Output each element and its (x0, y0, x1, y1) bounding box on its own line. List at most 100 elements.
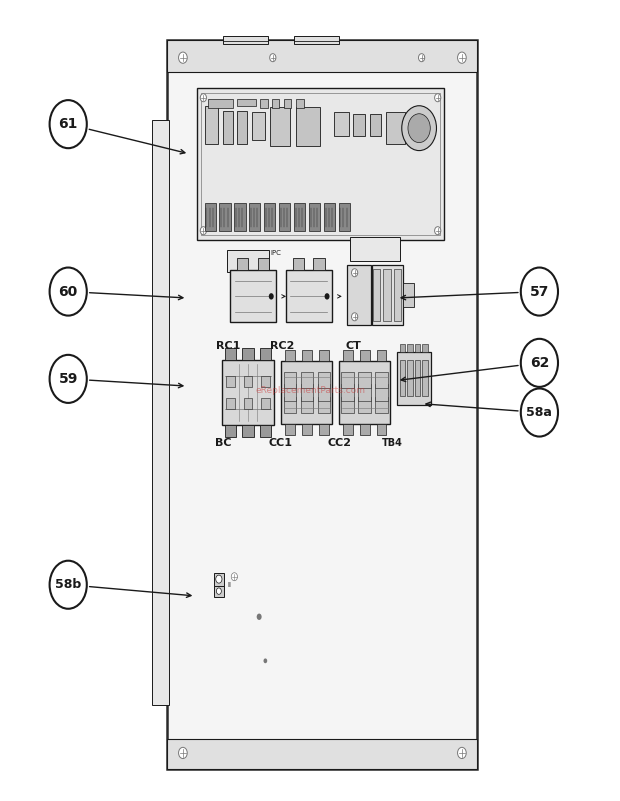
Text: RC1: RC1 (216, 341, 241, 351)
Bar (358, 384, 371, 400)
Bar (317, 397, 330, 413)
Bar (244, 397, 252, 409)
Bar (353, 114, 365, 136)
Bar (407, 344, 413, 352)
Bar (415, 344, 420, 352)
Text: II: II (228, 582, 231, 588)
Circle shape (458, 52, 466, 63)
Bar (400, 360, 405, 396)
Bar (167, 40, 477, 769)
Circle shape (50, 100, 87, 148)
Bar (264, 203, 275, 231)
Bar (370, 114, 381, 136)
Circle shape (521, 339, 558, 387)
Bar (319, 350, 329, 361)
Bar (208, 99, 233, 108)
Bar (284, 372, 296, 388)
Circle shape (352, 312, 358, 320)
Bar (375, 397, 388, 413)
Circle shape (257, 614, 262, 620)
Text: 58a: 58a (526, 406, 552, 419)
Bar (201, 93, 440, 235)
Text: 57: 57 (529, 284, 549, 299)
Bar (296, 107, 320, 146)
Bar (301, 372, 313, 388)
Bar (358, 397, 371, 413)
Bar (227, 250, 269, 272)
Bar (258, 257, 269, 270)
Bar (205, 106, 218, 144)
Bar (167, 739, 477, 769)
Bar (324, 203, 335, 231)
Circle shape (402, 106, 436, 151)
Bar (347, 264, 371, 324)
Circle shape (231, 573, 237, 581)
Text: 61: 61 (58, 117, 78, 131)
Bar (285, 270, 332, 322)
Circle shape (458, 747, 466, 759)
Bar (214, 586, 224, 597)
Bar (284, 397, 296, 413)
Bar (400, 344, 405, 352)
Bar (237, 111, 247, 144)
Bar (302, 424, 312, 435)
Bar (223, 111, 233, 144)
Text: BC: BC (215, 438, 231, 448)
Circle shape (50, 268, 87, 316)
Bar (285, 424, 295, 435)
Bar (403, 283, 414, 307)
Bar (301, 397, 313, 413)
Bar (342, 384, 354, 400)
Bar (249, 203, 260, 231)
Bar (225, 348, 236, 360)
Circle shape (270, 54, 276, 62)
Bar (244, 376, 252, 388)
Circle shape (521, 388, 558, 437)
Circle shape (521, 268, 558, 316)
Bar (223, 36, 268, 44)
Bar (272, 99, 279, 108)
Bar (222, 360, 275, 425)
Bar (350, 236, 400, 260)
Bar (296, 99, 304, 108)
Bar (260, 425, 271, 437)
Bar (343, 424, 353, 435)
Circle shape (264, 658, 267, 663)
Circle shape (179, 52, 187, 63)
Circle shape (408, 114, 430, 143)
Bar (260, 99, 268, 108)
Circle shape (200, 94, 206, 102)
Text: CT: CT (345, 341, 361, 351)
Circle shape (50, 355, 87, 403)
Text: 62: 62 (529, 356, 549, 370)
Bar (167, 40, 477, 72)
Text: IPC: IPC (271, 250, 281, 256)
Circle shape (179, 747, 187, 759)
Bar (360, 350, 370, 361)
Bar (301, 384, 313, 400)
Bar (309, 203, 320, 231)
Bar (386, 112, 405, 144)
Circle shape (269, 293, 274, 300)
Bar (293, 257, 304, 270)
Text: eReplacementParts.com: eReplacementParts.com (255, 386, 365, 396)
Bar (375, 372, 388, 388)
Bar (205, 203, 216, 231)
Bar (214, 573, 224, 586)
Bar (319, 424, 329, 435)
Bar (281, 361, 332, 424)
Bar (358, 372, 371, 388)
Bar (261, 397, 270, 409)
Bar (339, 361, 390, 424)
Bar (302, 350, 312, 361)
Bar (261, 376, 270, 388)
Text: 60: 60 (58, 284, 78, 299)
Circle shape (324, 293, 330, 300)
Text: TB4: TB4 (381, 438, 402, 448)
Bar (237, 99, 256, 106)
Bar (242, 425, 254, 437)
Circle shape (216, 575, 222, 583)
Bar (375, 384, 388, 400)
Circle shape (352, 268, 358, 276)
Circle shape (435, 94, 441, 102)
